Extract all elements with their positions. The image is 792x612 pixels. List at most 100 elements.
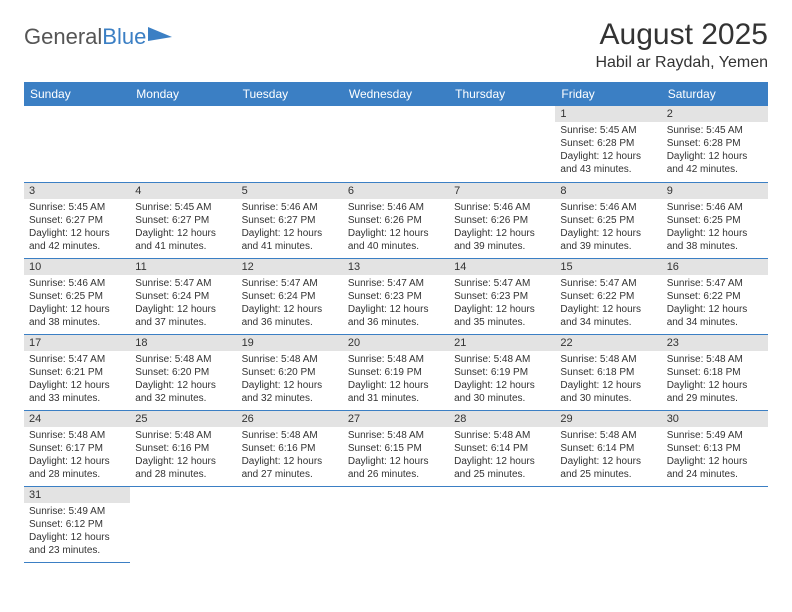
calendar-cell: 25Sunrise: 5:48 AMSunset: 6:16 PMDayligh… bbox=[130, 410, 236, 486]
sunset-text: Sunset: 6:12 PM bbox=[29, 518, 125, 531]
calendar-cell: 24Sunrise: 5:48 AMSunset: 6:17 PMDayligh… bbox=[24, 410, 130, 486]
calendar-cell: 11Sunrise: 5:47 AMSunset: 6:24 PMDayligh… bbox=[130, 258, 236, 334]
daylight-text-2: and 42 minutes. bbox=[667, 163, 763, 176]
sunset-text: Sunset: 6:20 PM bbox=[242, 366, 338, 379]
day-body: Sunrise: 5:47 AMSunset: 6:22 PMDaylight:… bbox=[662, 275, 768, 333]
day-number: 24 bbox=[24, 411, 130, 427]
day-body: Sunrise: 5:48 AMSunset: 6:18 PMDaylight:… bbox=[662, 351, 768, 409]
calendar-header-row: Sunday Monday Tuesday Wednesday Thursday… bbox=[24, 82, 768, 106]
daylight-text-2: and 39 minutes. bbox=[560, 240, 656, 253]
calendar-cell: 21Sunrise: 5:48 AMSunset: 6:19 PMDayligh… bbox=[449, 334, 555, 410]
sunrise-text: Sunrise: 5:48 AM bbox=[135, 429, 231, 442]
day-body: Sunrise: 5:45 AMSunset: 6:27 PMDaylight:… bbox=[24, 199, 130, 257]
sunset-text: Sunset: 6:25 PM bbox=[560, 214, 656, 227]
daylight-text-1: Daylight: 12 hours bbox=[667, 227, 763, 240]
sunset-text: Sunset: 6:13 PM bbox=[667, 442, 763, 455]
day-number: 10 bbox=[24, 259, 130, 275]
sunrise-text: Sunrise: 5:47 AM bbox=[348, 277, 444, 290]
day-body: Sunrise: 5:48 AMSunset: 6:19 PMDaylight:… bbox=[343, 351, 449, 409]
sunrise-text: Sunrise: 5:47 AM bbox=[560, 277, 656, 290]
day-body: Sunrise: 5:45 AMSunset: 6:27 PMDaylight:… bbox=[130, 199, 236, 257]
day-body: Sunrise: 5:49 AMSunset: 6:13 PMDaylight:… bbox=[662, 427, 768, 485]
daylight-text-2: and 32 minutes. bbox=[242, 392, 338, 405]
calendar-cell: 6Sunrise: 5:46 AMSunset: 6:26 PMDaylight… bbox=[343, 182, 449, 258]
calendar-cell bbox=[130, 106, 236, 182]
calendar-cell: 16Sunrise: 5:47 AMSunset: 6:22 PMDayligh… bbox=[662, 258, 768, 334]
day-number: 20 bbox=[343, 335, 449, 351]
day-body: Sunrise: 5:46 AMSunset: 6:25 PMDaylight:… bbox=[24, 275, 130, 333]
sunset-text: Sunset: 6:14 PM bbox=[454, 442, 550, 455]
sunset-text: Sunset: 6:17 PM bbox=[29, 442, 125, 455]
day-body: Sunrise: 5:47 AMSunset: 6:22 PMDaylight:… bbox=[555, 275, 661, 333]
day-body: Sunrise: 5:47 AMSunset: 6:24 PMDaylight:… bbox=[237, 275, 343, 333]
daylight-text-1: Daylight: 12 hours bbox=[348, 379, 444, 392]
calendar-cell: 23Sunrise: 5:48 AMSunset: 6:18 PMDayligh… bbox=[662, 334, 768, 410]
daylight-text-1: Daylight: 12 hours bbox=[348, 303, 444, 316]
sunrise-text: Sunrise: 5:48 AM bbox=[560, 429, 656, 442]
day-body: Sunrise: 5:47 AMSunset: 6:24 PMDaylight:… bbox=[130, 275, 236, 333]
day-number: 28 bbox=[449, 411, 555, 427]
calendar-week-row: 24Sunrise: 5:48 AMSunset: 6:17 PMDayligh… bbox=[24, 410, 768, 486]
calendar-cell: 4Sunrise: 5:45 AMSunset: 6:27 PMDaylight… bbox=[130, 182, 236, 258]
sunrise-text: Sunrise: 5:48 AM bbox=[348, 429, 444, 442]
daylight-text-2: and 30 minutes. bbox=[560, 392, 656, 405]
sunrise-text: Sunrise: 5:47 AM bbox=[242, 277, 338, 290]
sunrise-text: Sunrise: 5:48 AM bbox=[667, 353, 763, 366]
sunrise-text: Sunrise: 5:47 AM bbox=[667, 277, 763, 290]
calendar-cell: 10Sunrise: 5:46 AMSunset: 6:25 PMDayligh… bbox=[24, 258, 130, 334]
calendar-cell: 9Sunrise: 5:46 AMSunset: 6:25 PMDaylight… bbox=[662, 182, 768, 258]
day-body: Sunrise: 5:49 AMSunset: 6:12 PMDaylight:… bbox=[24, 503, 130, 561]
sunrise-text: Sunrise: 5:46 AM bbox=[667, 201, 763, 214]
daylight-text-1: Daylight: 12 hours bbox=[560, 455, 656, 468]
sunrise-text: Sunrise: 5:48 AM bbox=[135, 353, 231, 366]
calendar-week-row: 31Sunrise: 5:49 AMSunset: 6:12 PMDayligh… bbox=[24, 486, 768, 562]
sunrise-text: Sunrise: 5:49 AM bbox=[29, 505, 125, 518]
daylight-text-2: and 41 minutes. bbox=[135, 240, 231, 253]
day-header: Thursday bbox=[449, 82, 555, 106]
daylight-text-2: and 34 minutes. bbox=[560, 316, 656, 329]
calendar-cell: 31Sunrise: 5:49 AMSunset: 6:12 PMDayligh… bbox=[24, 486, 130, 562]
daylight-text-1: Daylight: 12 hours bbox=[135, 227, 231, 240]
calendar-week-row: 3Sunrise: 5:45 AMSunset: 6:27 PMDaylight… bbox=[24, 182, 768, 258]
day-body: Sunrise: 5:47 AMSunset: 6:23 PMDaylight:… bbox=[449, 275, 555, 333]
day-body: Sunrise: 5:48 AMSunset: 6:17 PMDaylight:… bbox=[24, 427, 130, 485]
daylight-text-1: Daylight: 12 hours bbox=[667, 379, 763, 392]
daylight-text-1: Daylight: 12 hours bbox=[667, 303, 763, 316]
daylight-text-2: and 30 minutes. bbox=[454, 392, 550, 405]
sunrise-text: Sunrise: 5:47 AM bbox=[454, 277, 550, 290]
day-number: 4 bbox=[130, 183, 236, 199]
calendar-cell: 19Sunrise: 5:48 AMSunset: 6:20 PMDayligh… bbox=[237, 334, 343, 410]
sunrise-text: Sunrise: 5:45 AM bbox=[135, 201, 231, 214]
day-number: 19 bbox=[237, 335, 343, 351]
day-number: 6 bbox=[343, 183, 449, 199]
calendar-cell: 30Sunrise: 5:49 AMSunset: 6:13 PMDayligh… bbox=[662, 410, 768, 486]
day-number: 16 bbox=[662, 259, 768, 275]
daylight-text-1: Daylight: 12 hours bbox=[454, 379, 550, 392]
calendar-cell: 1Sunrise: 5:45 AMSunset: 6:28 PMDaylight… bbox=[555, 106, 661, 182]
day-number: 5 bbox=[237, 183, 343, 199]
sunset-text: Sunset: 6:27 PM bbox=[135, 214, 231, 227]
calendar-cell bbox=[130, 486, 236, 562]
daylight-text-1: Daylight: 12 hours bbox=[135, 455, 231, 468]
daylight-text-2: and 37 minutes. bbox=[135, 316, 231, 329]
daylight-text-1: Daylight: 12 hours bbox=[667, 455, 763, 468]
daylight-text-2: and 31 minutes. bbox=[348, 392, 444, 405]
daylight-text-2: and 34 minutes. bbox=[667, 316, 763, 329]
day-number: 17 bbox=[24, 335, 130, 351]
daylight-text-2: and 25 minutes. bbox=[560, 468, 656, 481]
daylight-text-1: Daylight: 12 hours bbox=[560, 227, 656, 240]
day-body: Sunrise: 5:45 AMSunset: 6:28 PMDaylight:… bbox=[555, 122, 661, 180]
sunrise-text: Sunrise: 5:46 AM bbox=[242, 201, 338, 214]
sunrise-text: Sunrise: 5:49 AM bbox=[667, 429, 763, 442]
sunset-text: Sunset: 6:24 PM bbox=[135, 290, 231, 303]
day-header: Monday bbox=[130, 82, 236, 106]
sunrise-text: Sunrise: 5:48 AM bbox=[242, 429, 338, 442]
title-block: August 2025 Habil ar Raydah, Yemen bbox=[595, 18, 768, 72]
logo-text-blue: Blue bbox=[102, 24, 146, 50]
sunset-text: Sunset: 6:19 PM bbox=[454, 366, 550, 379]
sunrise-text: Sunrise: 5:48 AM bbox=[242, 353, 338, 366]
day-body: Sunrise: 5:48 AMSunset: 6:15 PMDaylight:… bbox=[343, 427, 449, 485]
day-number: 14 bbox=[449, 259, 555, 275]
logo: GeneralBlue bbox=[24, 24, 174, 50]
daylight-text-1: Daylight: 12 hours bbox=[29, 303, 125, 316]
